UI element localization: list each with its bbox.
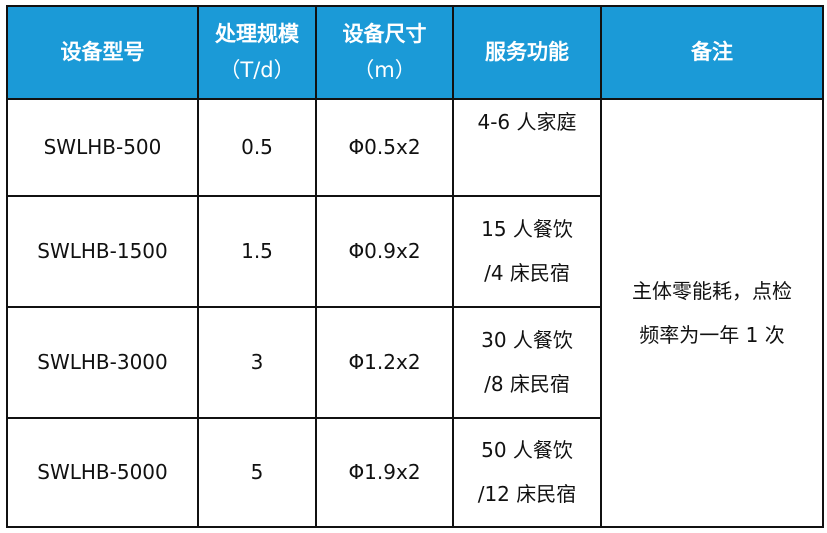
service-text: /12 床民宿 [477,482,577,507]
size-cell: Φ0.9x2 [315,194,454,308]
service-text: 50 人餐饮 [481,438,573,463]
header-text: 设备型号 [60,40,145,65]
header-unit: （m） [353,58,416,83]
table-row: SWLHB-500 0.5 Φ0.5x2 4-6 人家庭 主体零能耗，点检 频率为… [6,97,824,529]
remark-cell: 主体零能耗，点检 频率为一年 1 次 [600,97,824,529]
header-capacity: 处理规模 （T/d） [197,5,317,100]
capacity-cell: 1.5 [197,194,317,308]
service-cell: 15 人餐饮/4 床民宿 [452,194,602,308]
remark-text: 主体零能耗，点检 [632,278,792,303]
size-cell: Φ0.5x2 [315,97,454,197]
remark-text: 频率为一年 1 次 [639,322,785,347]
service-cell: 30 人餐饮/8 床民宿 [452,305,602,419]
header-model: 设备型号 [6,5,199,100]
table-row: SWLHB-5000 5 Φ1.9x2 50 人餐饮/12 床民宿 [6,416,823,529]
size-cell: Φ1.9x2 [315,416,454,529]
table-row: SWLHB-3000 3 Φ1.2x2 30 人餐饮/8 床民宿 [6,305,823,419]
header-row: 设备型号 处理规模 （T/d） 设备尺寸 （m） 服务功能 备注 [6,5,824,100]
service-text: 30 人餐饮 [481,328,573,353]
capacity-cell: 0.5 [197,97,317,197]
equipment-spec-table: 设备型号 处理规模 （T/d） 设备尺寸 （m） 服务功能 备注 SWLHB-500… [6,5,824,529]
size-cell: Φ1.2x2 [315,305,454,419]
header-text: 服务功能 [485,40,569,65]
service-text: /8 床民宿 [484,372,570,397]
model-cell: SWLHB-500 [6,97,199,197]
service-text: /4 床民宿 [484,261,570,286]
capacity-cell: 3 [197,305,317,419]
model-cell: SWLHB-3000 [6,305,199,419]
capacity-cell: 5 [197,416,317,529]
header-size: 设备尺寸 （m） [315,5,454,100]
header-remark: 备注 [600,5,824,100]
header-text: 设备尺寸 [342,22,427,47]
service-text: 4-6 人家庭 [477,109,577,134]
model-cell: SWLHB-5000 [6,416,199,529]
model-cell: SWLHB-1500 [6,194,199,308]
header-unit: （T/d） [219,58,295,83]
header-text: 备注 [691,40,733,65]
service-cell: 4-6 人家庭 [452,97,602,197]
service-cell: 50 人餐饮/12 床民宿 [452,416,602,529]
service-text: 15 人餐饮 [481,217,573,242]
header-service: 服务功能 [452,5,602,100]
table-row: SWLHB-1500 1.5 Φ0.9x2 15 人餐饮/4 床民宿 [6,194,823,308]
header-text: 处理规模 [215,22,299,47]
